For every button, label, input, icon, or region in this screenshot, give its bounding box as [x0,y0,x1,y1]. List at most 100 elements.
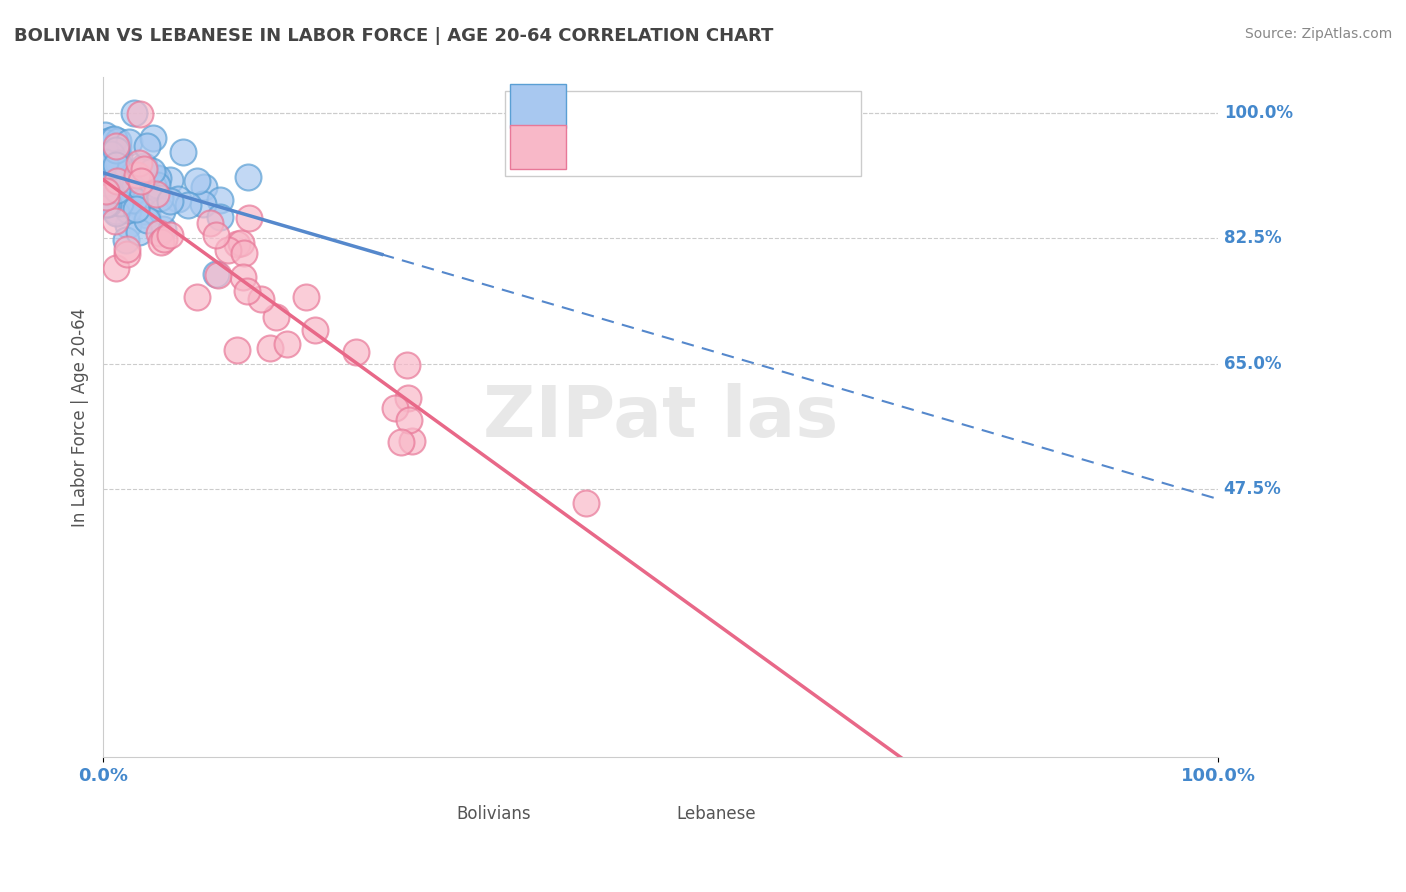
Point [101,173,124,187]
FancyBboxPatch shape [510,84,565,128]
Point [118,172,141,186]
Point [105,206,128,220]
Point [115,233,138,247]
Point [148,170,170,185]
Point [384,401,406,415]
Point [93,182,115,196]
Point [98,184,121,198]
Point [142,130,165,145]
Point [122,185,145,199]
Point [108,195,131,210]
Text: Lebanese: Lebanese [676,805,756,823]
Point [105,158,128,172]
Point [276,337,298,351]
Point [94,135,117,149]
FancyBboxPatch shape [404,785,443,815]
Point [159,194,181,208]
Point [134,161,156,176]
Point [208,211,231,225]
Point [344,345,367,359]
Y-axis label: In Labor Force | Age 20-64: In Labor Force | Age 20-64 [72,308,89,527]
Text: 65.0%: 65.0% [1223,355,1281,373]
Point [186,174,208,188]
Point [115,242,138,256]
Point [97,184,120,198]
Point [103,150,125,164]
Point [117,169,139,184]
Point [111,196,134,211]
Point [232,270,254,285]
Point [266,310,288,324]
Text: R = -0.566    N = 44: R = -0.566 N = 44 [582,138,751,157]
Point [97,144,120,158]
Point [304,322,326,336]
Point [294,290,316,304]
Point [100,172,122,186]
Point [96,176,118,190]
Point [124,184,146,198]
Point [124,182,146,196]
Point [142,179,165,194]
Point [177,198,200,212]
Point [104,143,127,157]
Text: ZIPat las: ZIPat las [484,383,838,452]
Point [93,149,115,163]
Point [97,196,120,211]
Point [104,158,127,172]
Point [136,208,159,222]
Point [104,152,127,166]
Point [104,214,127,228]
Point [141,164,163,178]
Point [112,167,135,181]
Point [96,190,118,204]
Point [135,139,157,153]
Point [100,142,122,156]
Point [135,213,157,227]
Point [105,183,128,197]
Point [93,198,115,212]
Point [148,226,170,240]
Point [94,186,117,200]
Point [396,358,419,372]
FancyBboxPatch shape [510,125,565,169]
Point [117,203,139,218]
Text: 100.0%: 100.0% [1223,104,1292,122]
Point [100,133,122,147]
Point [104,184,127,198]
Point [204,227,226,242]
Point [172,145,194,159]
Text: 82.5%: 82.5% [1223,229,1281,247]
Point [96,165,118,179]
Point [146,178,169,193]
Point [122,193,145,207]
Point [94,128,117,143]
Point [167,192,190,206]
Point [96,161,118,176]
Point [149,191,172,205]
Point [115,247,138,261]
Point [107,134,129,148]
Point [108,150,131,164]
Text: Source: ZipAtlas.com: Source: ZipAtlas.com [1244,27,1392,41]
Point [259,342,281,356]
Point [104,203,127,218]
Point [118,136,141,150]
Point [225,343,247,358]
Point [105,139,128,153]
Point [217,243,239,257]
Point [129,107,152,121]
Point [134,204,156,219]
Point [191,197,214,211]
FancyBboxPatch shape [627,785,666,815]
Point [236,170,259,185]
Point [249,292,271,306]
Point [134,160,156,174]
Point [159,173,181,187]
Point [127,169,149,183]
Point [233,246,256,260]
Point [98,146,121,161]
Point [149,235,172,250]
Text: Bolivians: Bolivians [456,805,530,823]
Point [97,149,120,163]
Point [152,222,174,236]
